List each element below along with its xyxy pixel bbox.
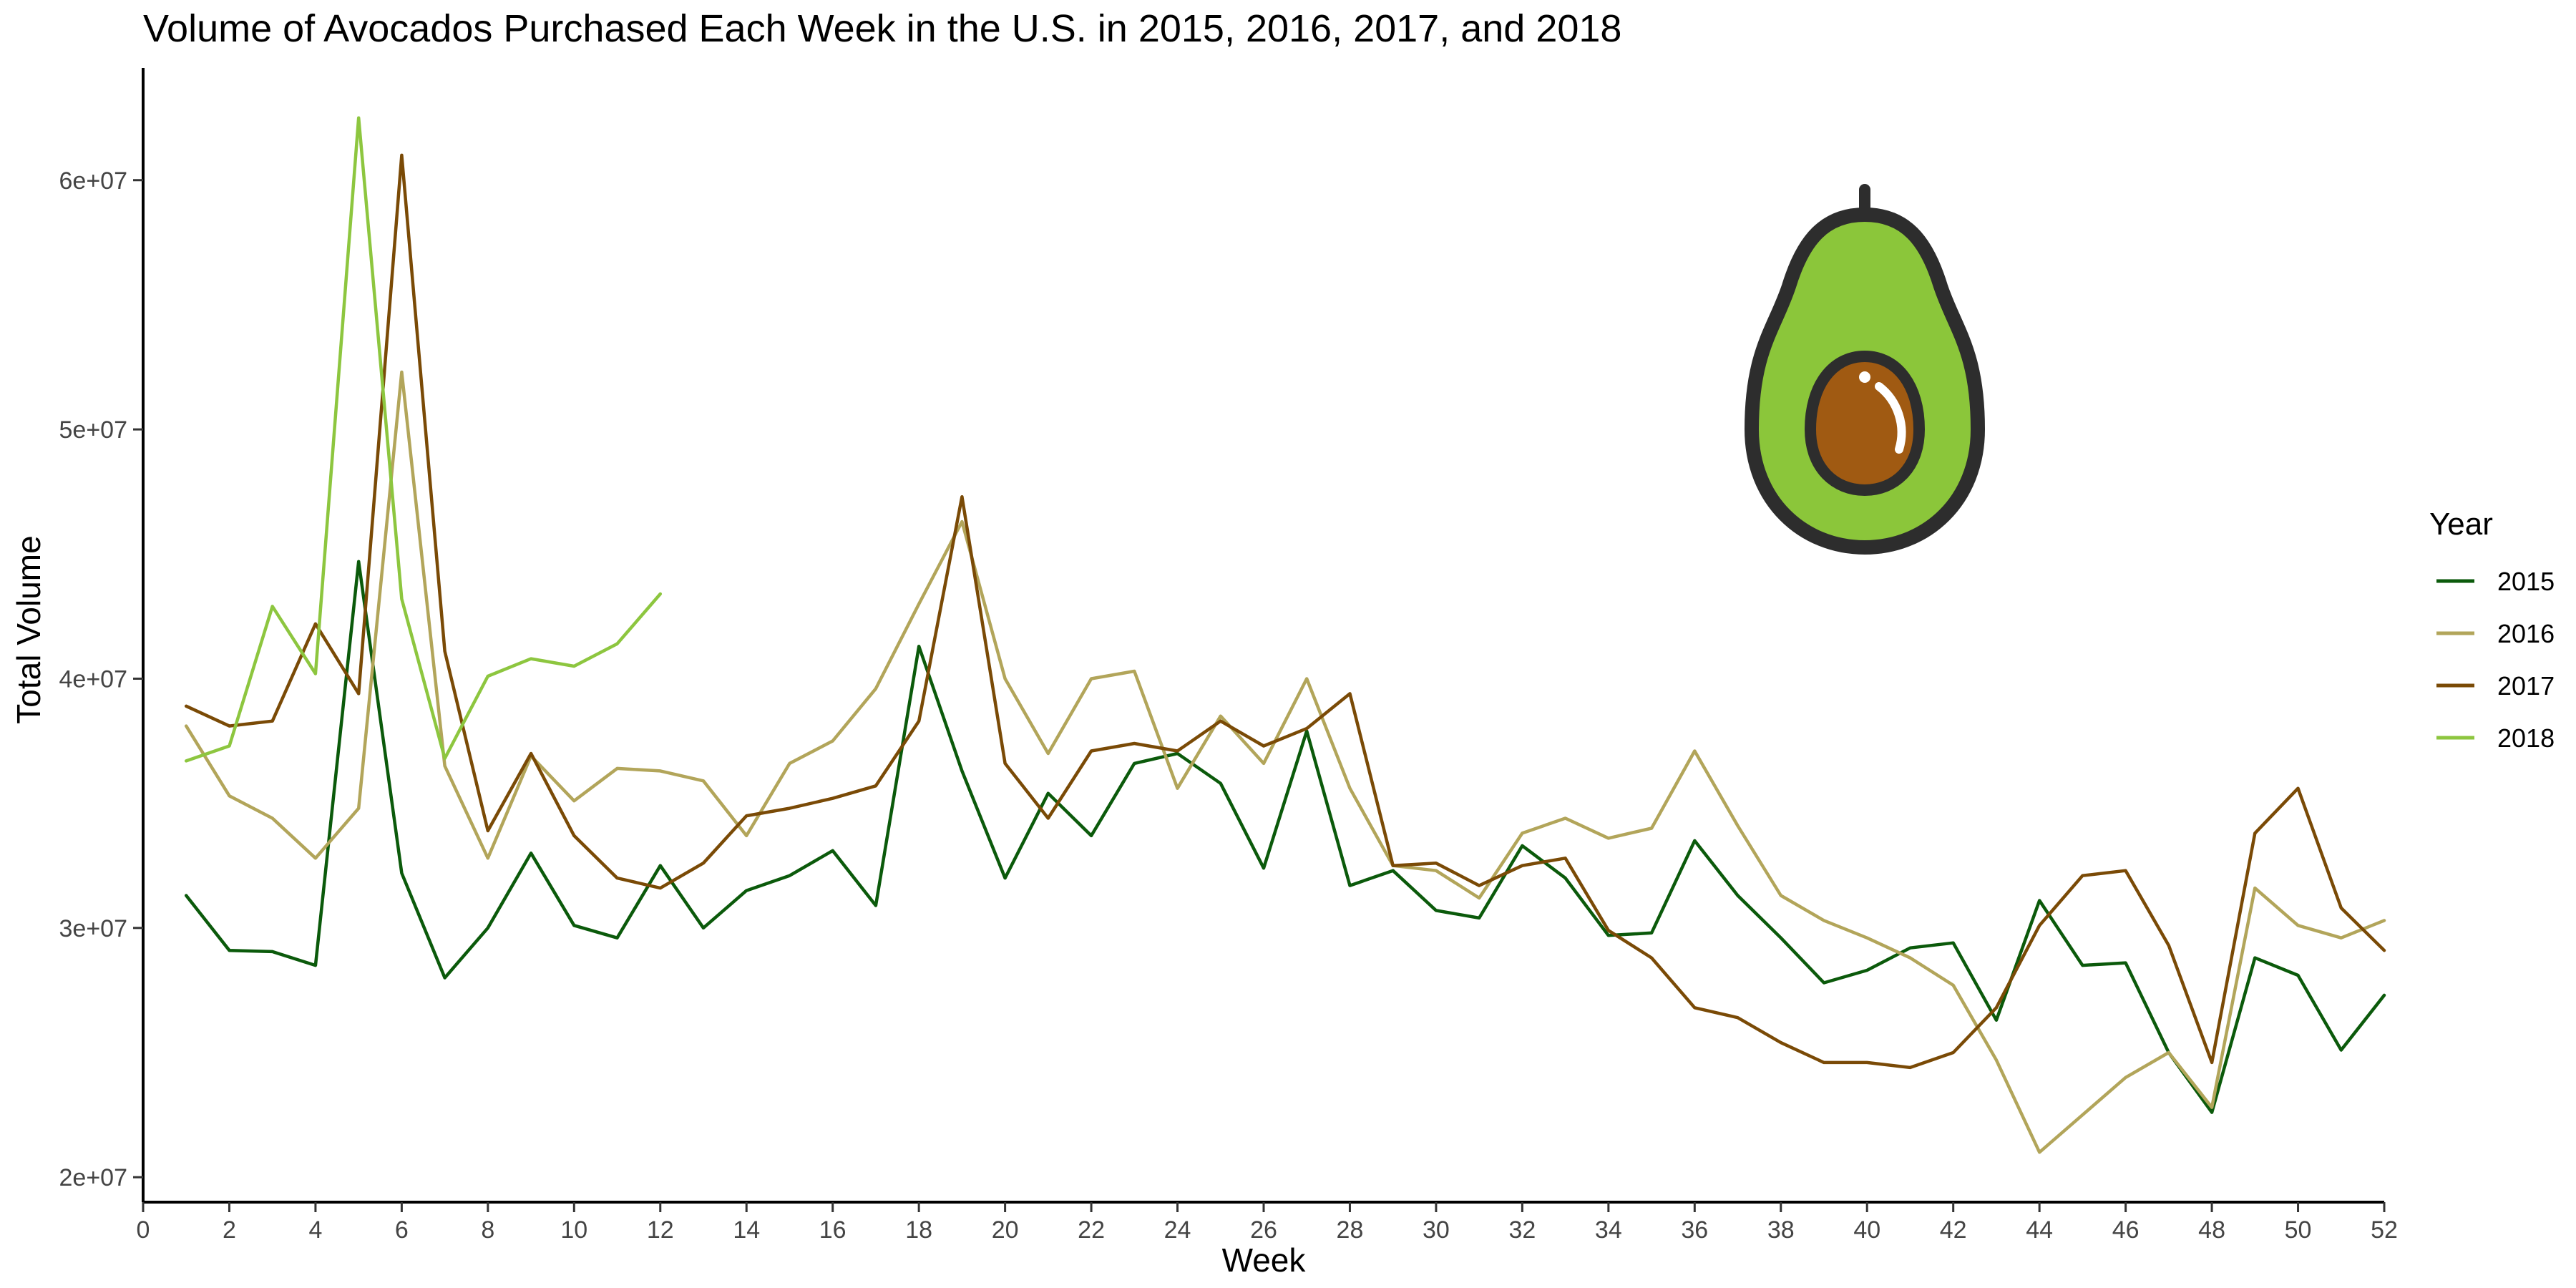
series-group [184, 116, 2386, 1154]
avocado-icon [1744, 184, 1986, 555]
x-tick-label: 16 [819, 1216, 847, 1244]
x-tick-label: 12 [647, 1216, 674, 1244]
x-tick-label: 46 [2112, 1216, 2140, 1244]
legend-item-2017: 2017 [2436, 671, 2555, 701]
y-tick-label: 5e+07 [59, 416, 128, 444]
x-tick-label: 10 [560, 1216, 587, 1244]
series-line-2015 [184, 560, 2386, 1114]
series-line-2017 [184, 153, 2386, 1070]
x-tick-label: 20 [992, 1216, 1019, 1244]
x-tick-label: 36 [1681, 1216, 1708, 1244]
legend-title: Year [2429, 507, 2493, 542]
x-tick-label: 32 [1508, 1216, 1536, 1244]
x-tick-label: 38 [1767, 1216, 1795, 1244]
x-tick-label: 34 [1595, 1216, 1622, 1244]
series-line-2016 [184, 370, 2386, 1154]
x-tick-label: 40 [1853, 1216, 1880, 1244]
legend: Year 2015 2016 2017 2018 [2429, 507, 2555, 753]
x-tick-label: 8 [481, 1216, 494, 1244]
x-tick-label: 48 [2198, 1216, 2225, 1244]
x-tick-label: 18 [905, 1216, 932, 1244]
legend-label: 2015 [2497, 567, 2555, 596]
legend-label: 2018 [2497, 723, 2555, 753]
x-tick-label: 2 [223, 1216, 236, 1244]
x-tick-label: 6 [395, 1216, 409, 1244]
x-tick-label: 52 [2371, 1216, 2398, 1244]
y-tick-label: 4e+07 [59, 665, 128, 693]
x-axis: 0 2 4 6 8 10 12 14 16 18 20 22 24 26 28 30 32 34 36 38 40 42 4… [137, 1201, 2398, 1244]
x-tick-label: 28 [1337, 1216, 1364, 1244]
x-tick-label: 24 [1164, 1216, 1191, 1244]
x-tick-label: 44 [2026, 1216, 2053, 1244]
x-tick-label: 50 [2285, 1216, 2312, 1244]
legend-label: 2017 [2497, 671, 2555, 701]
x-tick-label: 14 [733, 1216, 760, 1244]
legend-item-2015: 2015 [2436, 567, 2555, 596]
x-tick-label: 26 [1250, 1216, 1277, 1244]
y-tick-label: 2e+07 [59, 1164, 128, 1191]
x-tick-label: 22 [1078, 1216, 1105, 1244]
x-tick-label: 30 [1423, 1216, 1450, 1244]
x-tick-label: 0 [137, 1216, 150, 1244]
legend-item-2018: 2018 [2436, 723, 2555, 753]
x-axis-title: Week [1222, 1241, 1307, 1279]
y-axis: 2e+07 3e+07 4e+07 5e+07 6e+07 [59, 68, 145, 1202]
x-tick-label: 42 [1940, 1216, 1967, 1244]
y-tick-label: 3e+07 [59, 915, 128, 942]
x-tick-label: 4 [308, 1216, 322, 1244]
legend-label: 2016 [2497, 619, 2555, 648]
legend-item-2016: 2016 [2436, 619, 2555, 648]
chart-title: Volume of Avocados Purchased Each Week i… [143, 7, 1621, 50]
y-tick-label: 6e+07 [59, 167, 128, 195]
y-axis-title: Total Volume [10, 535, 47, 723]
series-line-2018 [184, 116, 663, 763]
